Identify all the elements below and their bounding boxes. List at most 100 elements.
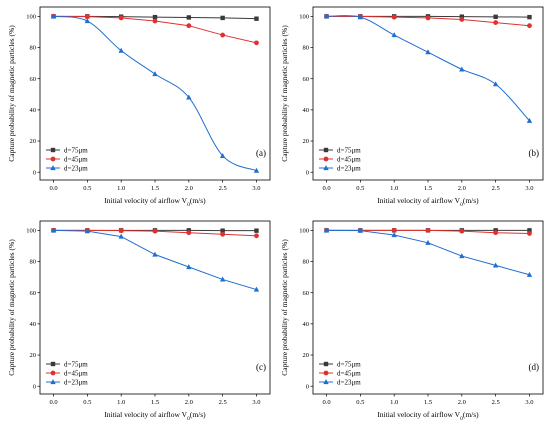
y-tick-label: 40 — [303, 107, 310, 114]
legend-marker — [323, 147, 329, 153]
data-point — [254, 16, 259, 21]
data-point — [391, 232, 397, 238]
x-tick-label: 0.0 — [322, 399, 330, 406]
y-tick-label: 60 — [30, 290, 37, 297]
legend-marker — [323, 156, 329, 162]
legend-marker — [50, 165, 56, 171]
chart-panel-c: 0.0 0.5 1.0 1.5 2.0 2.5 3.0 0 20 40 60 80 100 Initial… — [7, 220, 271, 422]
y-tick-label: 0 — [306, 169, 309, 176]
data-point — [152, 228, 158, 234]
data-point — [254, 233, 259, 239]
x-tick-label: 0.0 — [49, 185, 57, 192]
chart-panel-d: 0.0 0.5 1.0 1.5 2.0 2.5 3.0 0 20 40 60 80 100 Initial… — [280, 220, 544, 422]
y-tick-label: 80 — [30, 45, 37, 52]
data-point — [50, 227, 57, 233]
series-line — [53, 229, 257, 291]
legend-marker — [50, 379, 56, 385]
x-tick-label: 0.5 — [83, 185, 91, 192]
panel-label: (c) — [256, 362, 266, 372]
x-tick-label: 1.5 — [151, 399, 159, 406]
data-point — [50, 13, 57, 19]
data-point — [152, 71, 158, 77]
data-point — [493, 230, 499, 236]
data-point — [84, 228, 91, 234]
x-tick-label: 3.0 — [525, 185, 533, 192]
data-point — [425, 227, 431, 233]
y-tick-label: 100 — [299, 228, 309, 235]
x-tick-label: 1.5 — [424, 185, 432, 192]
data-point — [253, 167, 260, 173]
data-point — [254, 40, 259, 46]
x-tick-label: 2.5 — [492, 399, 500, 406]
x-tick-label: 2.0 — [458, 399, 466, 406]
legend-entry: d=45μm — [64, 155, 88, 163]
series-line — [326, 229, 530, 276]
x-tick-label: 0.0 — [49, 399, 57, 406]
data-point — [118, 47, 124, 53]
legend-entry: d=75μm — [64, 360, 88, 368]
legend-entry: d=23μm — [64, 378, 88, 386]
legend-marker — [323, 379, 329, 385]
data-point — [459, 17, 465, 22]
y-tick-label: 20 — [30, 352, 37, 359]
x-tick-label: 0.5 — [356, 185, 364, 192]
x-tick-label: 3.0 — [252, 399, 260, 406]
series-1 — [51, 227, 259, 239]
data-point — [186, 264, 192, 270]
data-point — [357, 227, 364, 233]
series-2 — [50, 13, 260, 173]
data-point — [186, 15, 192, 20]
y-tick-label: 100 — [299, 14, 309, 21]
data-point — [459, 14, 465, 19]
data-point — [118, 233, 124, 239]
x-tick-label: 2.5 — [492, 185, 500, 192]
data-point — [493, 20, 499, 25]
y-tick-label: 80 — [303, 45, 310, 52]
series-1 — [324, 227, 532, 236]
data-point — [425, 49, 431, 55]
legend-marker — [323, 165, 329, 171]
data-point — [527, 231, 532, 236]
y-tick-label: 100 — [26, 228, 36, 235]
legend-entry: d=75μm — [337, 360, 361, 368]
x-tick-label: 1.0 — [390, 185, 398, 192]
y-tick-label: 40 — [30, 107, 37, 114]
legend-entry: d=45μm — [337, 369, 361, 377]
x-tick-label: 3.0 — [525, 399, 533, 406]
x-tick-label: 3.0 — [252, 185, 260, 192]
x-axis-label: Initial velocity of airflow V0(m/s) — [104, 410, 206, 422]
data-point — [459, 253, 465, 259]
series-2 — [323, 13, 533, 123]
x-tick-label: 1.0 — [117, 399, 125, 406]
y-tick-label: 100 — [26, 14, 36, 21]
legend-marker — [50, 361, 56, 367]
data-point — [220, 228, 225, 233]
data-point — [186, 23, 192, 29]
data-point — [492, 81, 499, 87]
data-point — [152, 14, 158, 20]
x-tick-label: 1.5 — [151, 185, 159, 192]
y-tick-label: 60 — [303, 76, 310, 83]
y-axis-label: Capture probability of magnetic particle… — [280, 239, 289, 376]
data-point — [152, 251, 158, 257]
data-point — [186, 94, 192, 100]
y-tick-label: 20 — [303, 352, 310, 359]
y-axis-label: Capture probability of magnetic particle… — [7, 239, 16, 376]
data-point — [152, 18, 158, 24]
y-tick-label: 0 — [33, 169, 36, 176]
y-axis-label: Capture probability of magnetic particle… — [7, 25, 16, 162]
x-tick-label: 2.5 — [219, 399, 227, 406]
panel-label: (b) — [529, 148, 540, 158]
y-tick-label: 0 — [33, 383, 36, 390]
y-tick-label: 80 — [303, 259, 310, 266]
data-point — [253, 286, 260, 292]
x-tick-label: 1.0 — [117, 185, 125, 192]
panel-label: (a) — [256, 148, 266, 158]
legend-marker — [323, 361, 329, 367]
legend-entry: d=45μm — [337, 155, 361, 163]
series-2 — [323, 227, 533, 277]
